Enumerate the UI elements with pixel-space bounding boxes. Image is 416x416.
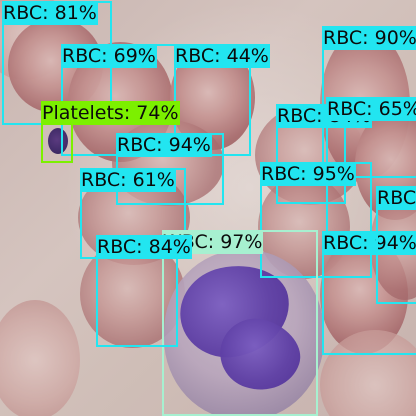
- red-blood-cell: [320, 330, 416, 416]
- platelet: [48, 128, 68, 154]
- red-blood-cell: [0, 300, 80, 416]
